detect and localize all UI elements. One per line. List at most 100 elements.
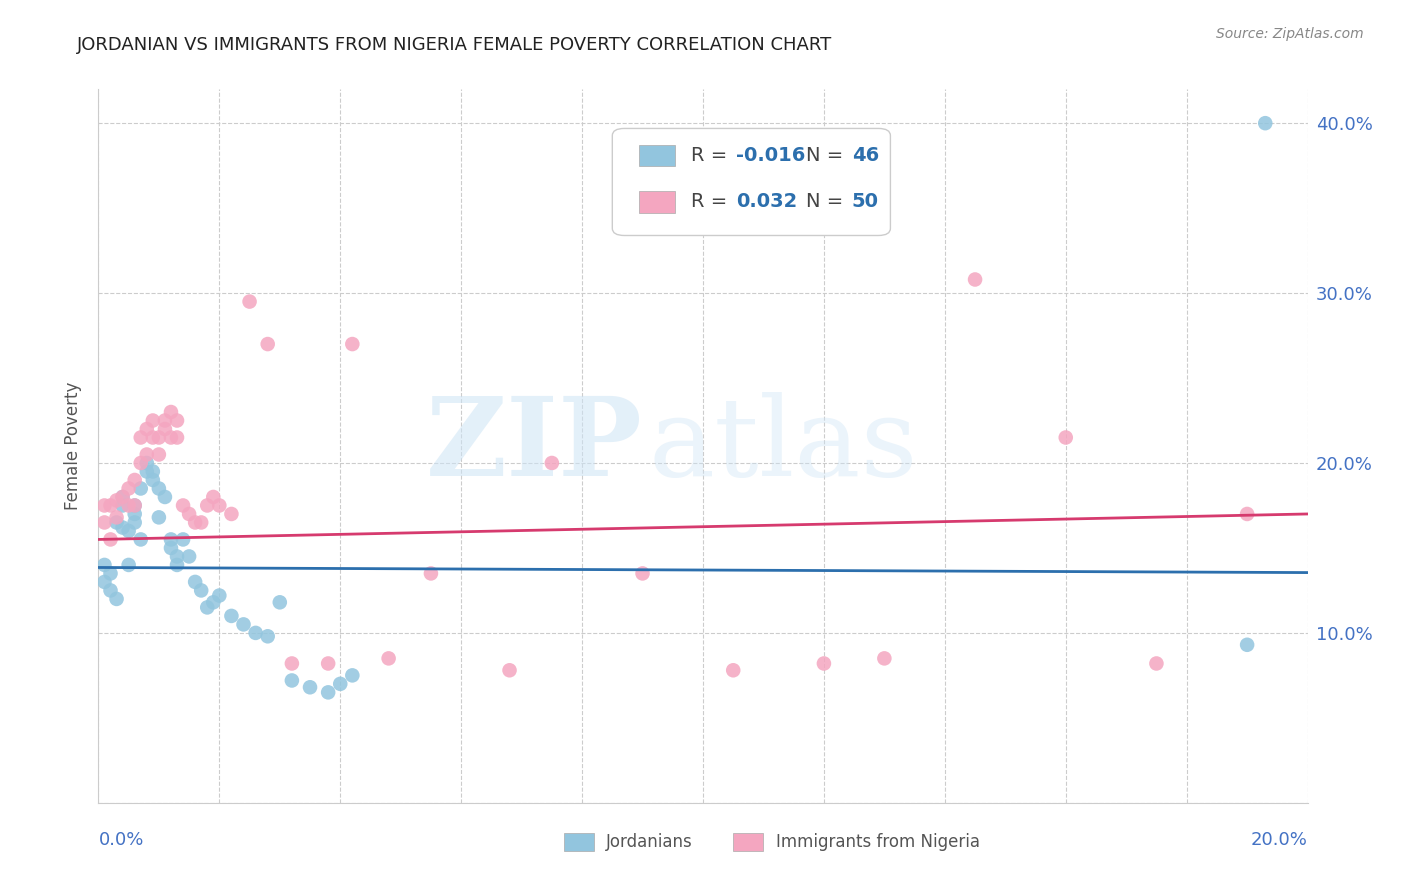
Point <box>148 482 170 496</box>
Point <box>148 510 170 524</box>
Point <box>316 685 339 699</box>
Point <box>316 657 339 671</box>
Point <box>111 490 134 504</box>
Point <box>813 657 835 671</box>
Text: Jordanians: Jordanians <box>606 833 693 851</box>
Point <box>105 516 128 530</box>
Point <box>1054 430 1077 444</box>
Point <box>329 677 352 691</box>
Point <box>105 493 128 508</box>
Text: N =: N = <box>806 146 849 165</box>
Point <box>377 651 399 665</box>
Point <box>153 422 176 436</box>
Point <box>179 549 201 564</box>
Point <box>245 626 267 640</box>
Point <box>135 465 157 479</box>
Point <box>135 422 157 436</box>
Point <box>342 668 364 682</box>
FancyBboxPatch shape <box>613 128 890 235</box>
Point <box>202 490 225 504</box>
Point <box>420 566 443 581</box>
Point <box>166 558 188 572</box>
Point <box>148 448 170 462</box>
Text: 50: 50 <box>852 193 879 211</box>
Point <box>135 448 157 462</box>
Point <box>93 558 115 572</box>
Point <box>239 294 262 309</box>
Point <box>184 516 207 530</box>
Point <box>118 499 141 513</box>
Point <box>93 516 115 530</box>
Text: 0.0%: 0.0% <box>98 831 143 849</box>
Point <box>105 591 128 606</box>
Point <box>1236 638 1258 652</box>
Point <box>631 566 654 581</box>
Point <box>232 617 254 632</box>
Bar <box>638 191 675 212</box>
Point <box>256 629 278 643</box>
Point <box>256 337 278 351</box>
Point <box>124 473 146 487</box>
Point <box>148 430 170 444</box>
Point <box>208 499 231 513</box>
Text: N =: N = <box>806 193 849 211</box>
Point <box>166 413 188 427</box>
Point <box>221 507 243 521</box>
Point <box>269 595 291 609</box>
Point <box>1254 116 1277 130</box>
Point <box>129 533 152 547</box>
Point <box>135 456 157 470</box>
Point <box>299 680 322 694</box>
Point <box>873 651 896 665</box>
Point <box>142 430 165 444</box>
Point <box>1236 507 1258 521</box>
Point <box>281 673 304 688</box>
Point <box>965 272 987 286</box>
Text: ZIP: ZIP <box>426 392 643 500</box>
Point <box>202 595 225 609</box>
Text: 20.0%: 20.0% <box>1251 831 1308 849</box>
Point <box>160 541 183 555</box>
Point <box>1144 657 1167 671</box>
Point <box>153 413 176 427</box>
Point <box>166 430 188 444</box>
Point <box>129 482 152 496</box>
Point <box>111 520 134 534</box>
Point <box>118 482 141 496</box>
Bar <box>734 833 763 851</box>
Point <box>160 430 183 444</box>
Point <box>100 533 122 547</box>
Point <box>221 608 243 623</box>
Bar <box>564 833 595 851</box>
Point <box>105 510 128 524</box>
Point <box>118 558 141 572</box>
Point <box>118 524 141 538</box>
Point <box>281 657 304 671</box>
Point <box>195 600 218 615</box>
Point <box>342 337 364 351</box>
Point <box>190 583 212 598</box>
Point <box>100 583 122 598</box>
Text: R =: R = <box>690 146 734 165</box>
Bar <box>638 145 675 166</box>
Point <box>93 574 115 589</box>
Text: 0.032: 0.032 <box>735 193 797 211</box>
Point <box>129 456 152 470</box>
Point <box>124 507 146 521</box>
Point <box>498 663 520 677</box>
Point <box>142 465 165 479</box>
Point <box>111 490 134 504</box>
Point <box>111 499 134 513</box>
Text: -0.016: -0.016 <box>735 146 806 165</box>
Point <box>160 405 183 419</box>
Point <box>195 499 218 513</box>
Point <box>179 507 201 521</box>
Text: JORDANIAN VS IMMIGRANTS FROM NIGERIA FEMALE POVERTY CORRELATION CHART: JORDANIAN VS IMMIGRANTS FROM NIGERIA FEM… <box>77 36 832 54</box>
Point <box>124 516 146 530</box>
Point <box>153 490 176 504</box>
Point <box>142 413 165 427</box>
Point <box>124 499 146 513</box>
Point <box>172 499 194 513</box>
Point <box>540 456 562 470</box>
Point <box>124 499 146 513</box>
